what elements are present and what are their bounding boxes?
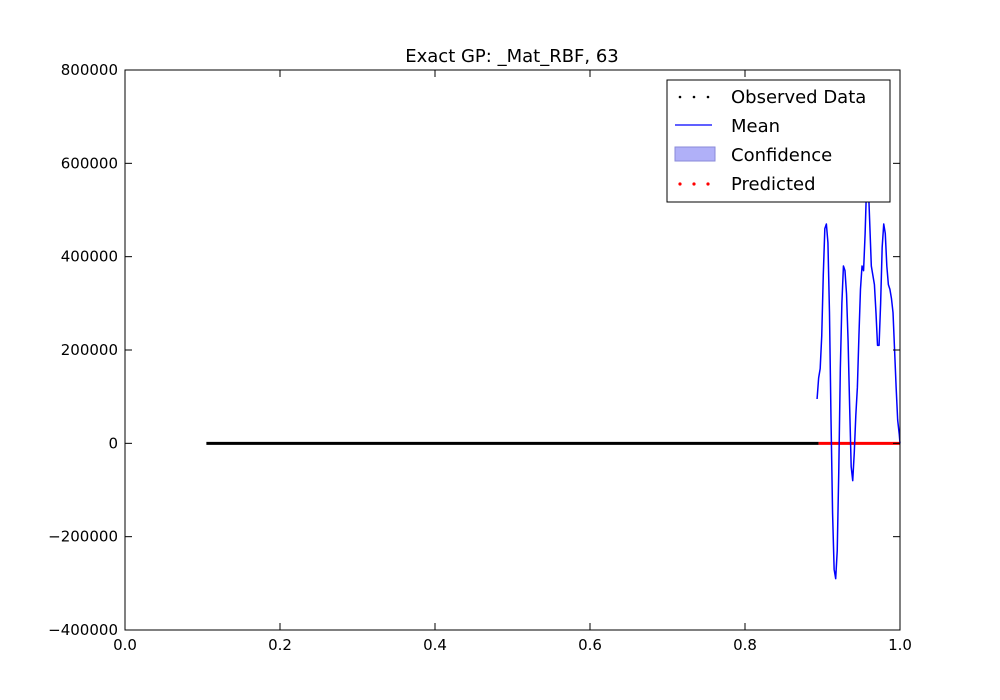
legend-confidence-symbol [674, 146, 716, 162]
legend-mean-label: Mean [731, 116, 780, 137]
legend-observed-label: Observed Data [731, 87, 866, 108]
axis-ticks: 0.0 0.2 0.4 0.6 0.8 1.0 −400000 −200000 0 200000 4… [48, 61, 912, 654]
x-tick-label: 0.4 [423, 636, 447, 654]
y-tick-label: 200000 [61, 341, 118, 359]
legend-predicted-symbol [678, 182, 710, 186]
legend: Observed Data Mean Confidence Predicted [666, 79, 891, 203]
x-tick-label: 0.2 [268, 636, 292, 654]
y-tick-label: −200000 [48, 528, 118, 546]
y-tick-label: 600000 [61, 154, 118, 172]
y-tick-label: 0 [108, 434, 118, 452]
y-tick-label: −400000 [48, 621, 118, 639]
y-tick-label: 400000 [61, 248, 118, 266]
legend-box [666, 79, 891, 203]
x-tick-label: 0.8 [733, 636, 757, 654]
mean-line [816, 181, 901, 580]
x-tick-label: 0.0 [113, 636, 137, 654]
x-tick-label: 0.6 [578, 636, 602, 654]
legend-predicted-label: Predicted [731, 174, 816, 195]
legend-observed-symbol [678, 95, 710, 99]
y-tick-label: 800000 [61, 61, 118, 79]
x-tick-label: 1.0 [888, 636, 912, 654]
chart-title: Exact GP: _Mat_RBF, 63 [405, 46, 619, 67]
legend-confidence-label: Confidence [731, 145, 832, 166]
plot-frame [124, 69, 901, 631]
plot-layer [206, 181, 901, 580]
